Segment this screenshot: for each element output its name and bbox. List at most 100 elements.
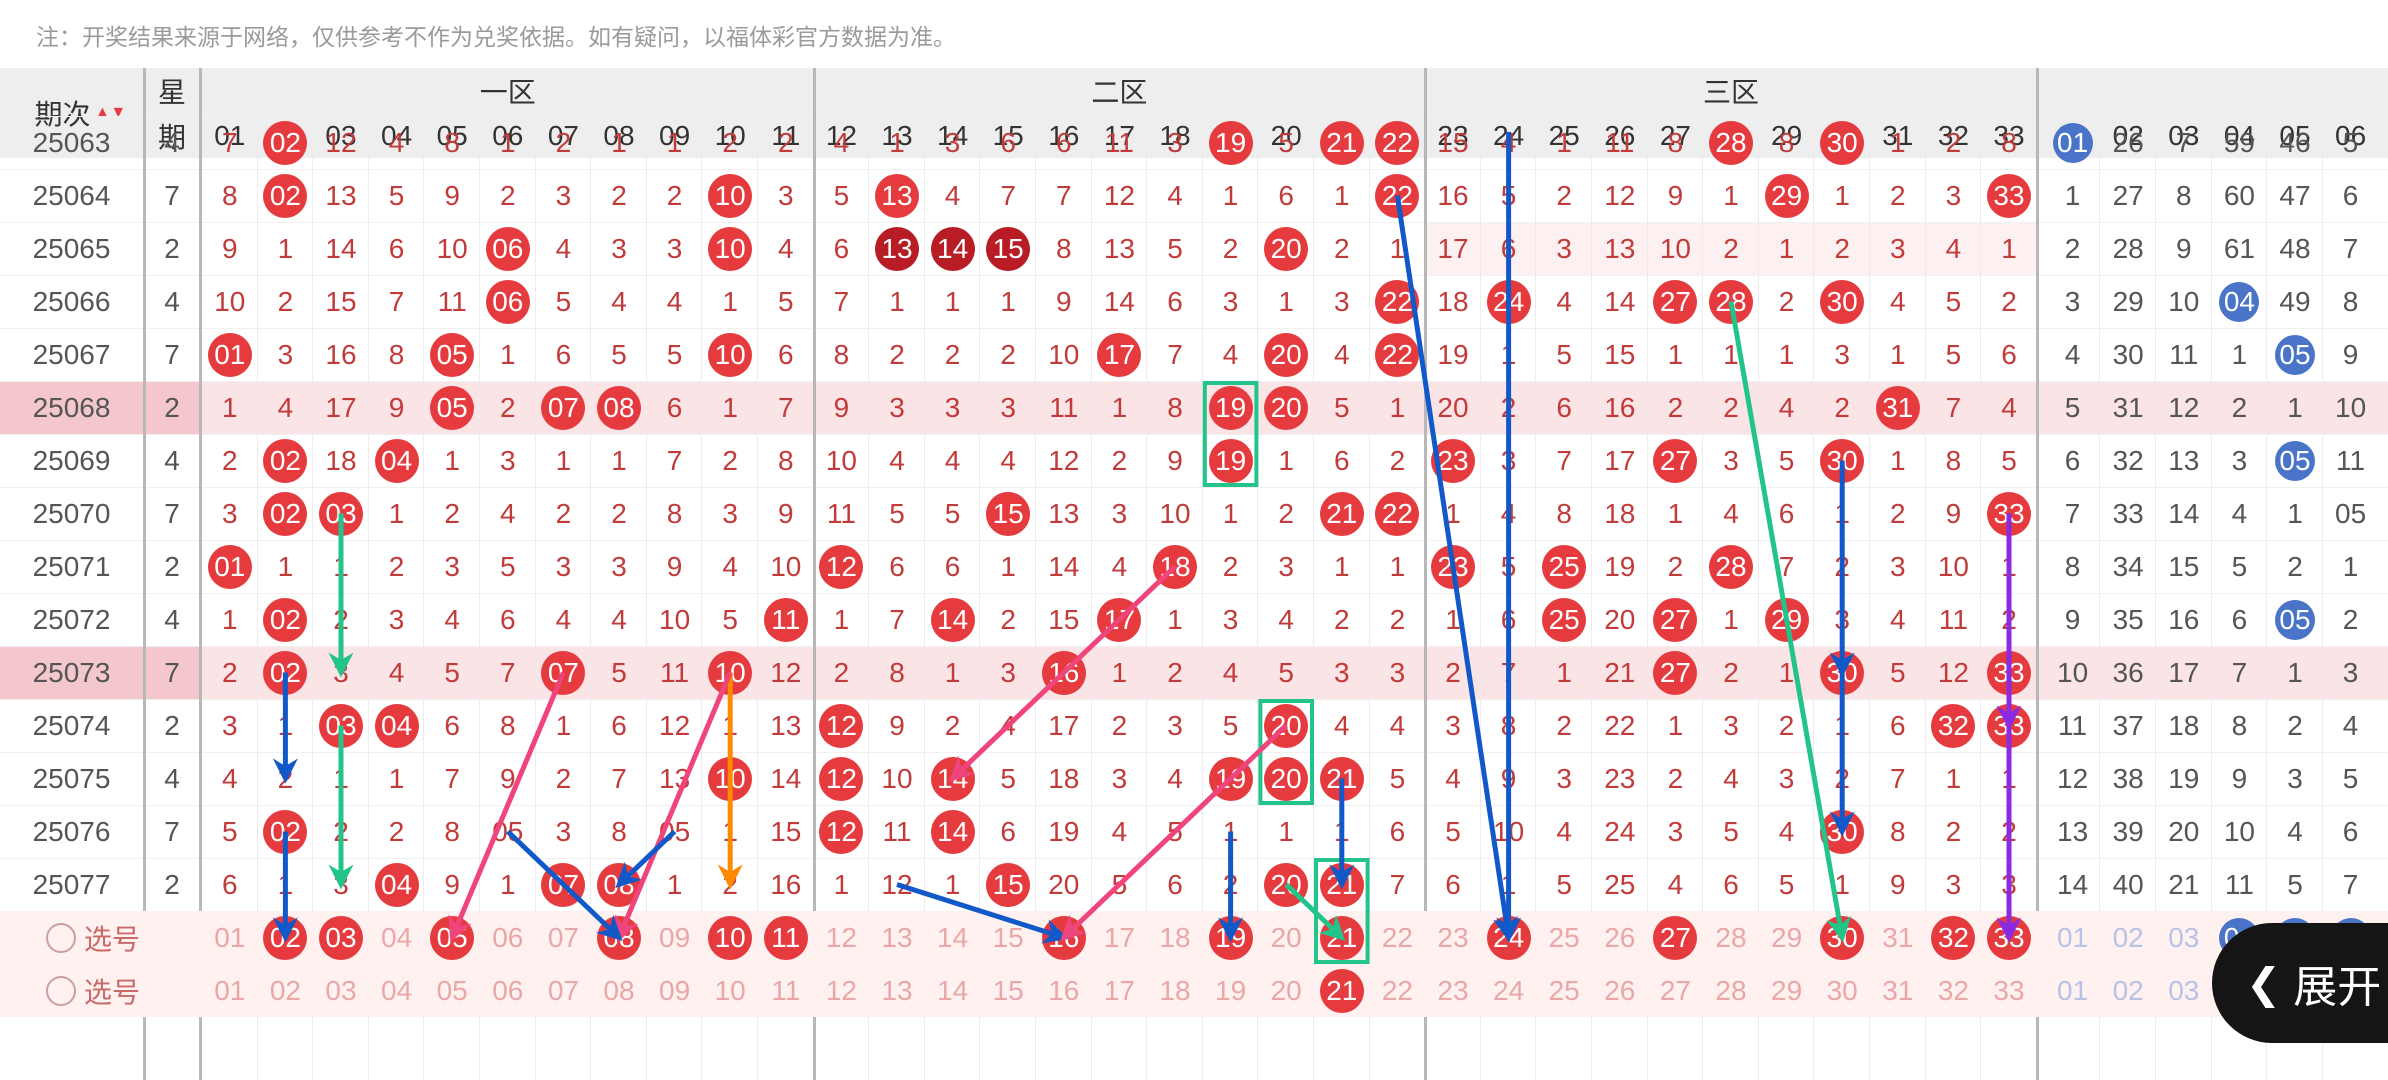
- picker-red-11[interactable]: 11: [758, 911, 814, 964]
- picker-red-28[interactable]: 28: [1715, 921, 1747, 953]
- picker-red-04[interactable]: 04: [381, 974, 413, 1006]
- picker-red-27[interactable]: 27: [1659, 974, 1691, 1006]
- picker-red-24[interactable]: 24: [1481, 911, 1537, 964]
- picker-red-11[interactable]: 11: [771, 974, 801, 1006]
- picker-red-33[interactable]: 33: [1993, 974, 2025, 1006]
- omission-value: 1: [833, 868, 850, 900]
- omission-value: 3: [611, 232, 627, 264]
- picker-radio[interactable]: [46, 976, 76, 1006]
- picker-red-05[interactable]: 05: [424, 911, 480, 964]
- picker-blue-02[interactable]: 02: [2112, 974, 2144, 1006]
- picker-red-06[interactable]: 06: [492, 974, 524, 1006]
- picker-red-21[interactable]: 21: [1314, 911, 1370, 964]
- picker-red-22[interactable]: 22: [1381, 974, 1413, 1006]
- red-cell: 7: [369, 275, 425, 328]
- picker-blue-03[interactable]: 03: [2168, 921, 2200, 953]
- picker-red-18[interactable]: 18: [1159, 974, 1191, 1006]
- picker-red-30[interactable]: 30: [1826, 974, 1858, 1006]
- picker-blue-01[interactable]: 01: [2057, 974, 2089, 1006]
- picker-blue-01[interactable]: 01: [2057, 921, 2089, 953]
- picker-red-04[interactable]: 04: [381, 921, 413, 953]
- picker-red-22[interactable]: 22: [1381, 921, 1413, 953]
- omission-value: 18: [1048, 762, 1080, 794]
- expand-button[interactable]: ❮ 展开: [2212, 923, 2388, 1043]
- picker-red-25[interactable]: 25: [1548, 974, 1580, 1006]
- picker-red-15[interactable]: 15: [992, 974, 1024, 1006]
- picker-red-13[interactable]: 13: [881, 974, 913, 1006]
- row-divider: [0, 116, 2388, 117]
- omission-value: 10: [2168, 285, 2200, 317]
- picker-red-32[interactable]: 32: [1937, 974, 1969, 1006]
- omission-value: 2: [2001, 603, 2017, 635]
- picker-blue-03[interactable]: 03: [2168, 974, 2200, 1006]
- blue-ball: 05: [2274, 440, 2315, 481]
- picker-radio[interactable]: [46, 923, 76, 953]
- picker-red-10[interactable]: 10: [702, 911, 758, 964]
- picker-red-19[interactable]: 19: [1215, 974, 1247, 1006]
- omission-value: 22: [1604, 709, 1636, 741]
- picker-red-09[interactable]: 09: [659, 921, 691, 953]
- picker-red-09[interactable]: 09: [659, 974, 691, 1006]
- picker-red-31[interactable]: 31: [1882, 974, 1914, 1006]
- picker-red-23[interactable]: 23: [1437, 921, 1469, 953]
- picker-red-06[interactable]: 06: [492, 921, 524, 953]
- red-cell: 2: [925, 699, 981, 752]
- picker-red-07[interactable]: 07: [547, 974, 579, 1006]
- issue-column-header[interactable]: 期次 ▲▼: [0, 68, 143, 158]
- red-ball: 30: [1820, 650, 1865, 695]
- picker-red-01[interactable]: 01: [214, 974, 246, 1006]
- picker-red-01[interactable]: 01: [214, 921, 246, 953]
- picker-red-28[interactable]: 28: [1715, 974, 1747, 1006]
- picker-red-13[interactable]: 13: [881, 921, 913, 953]
- omission-value: 1: [1334, 815, 1350, 847]
- red-cell: 4: [1425, 752, 1481, 805]
- picker-red-19[interactable]: 19: [1203, 911, 1259, 964]
- picker-red-20[interactable]: 20: [1270, 974, 1302, 1006]
- picker-red-17[interactable]: 17: [1103, 974, 1135, 1006]
- picker-red-02[interactable]: 02: [269, 974, 301, 1006]
- picker-red-07[interactable]: 07: [547, 921, 579, 953]
- picker-red-32[interactable]: 32: [1926, 911, 1982, 964]
- picker-red-08[interactable]: 08: [591, 911, 647, 964]
- picker-red-26[interactable]: 26: [1604, 974, 1636, 1006]
- picker-red-30[interactable]: 30: [1814, 911, 1870, 964]
- picker-red-25[interactable]: 25: [1548, 921, 1580, 953]
- picker-red-24[interactable]: 24: [1493, 974, 1525, 1006]
- col-divider: [199, 68, 202, 1080]
- picker-red-27[interactable]: 27: [1648, 911, 1704, 964]
- picker-red-02[interactable]: 02: [258, 911, 314, 964]
- picker-red-16[interactable]: 16: [1036, 911, 1092, 964]
- blue-cell: 26: [2100, 116, 2156, 169]
- picker-red-21[interactable]: 21: [1314, 964, 1370, 1017]
- picker-red-20[interactable]: 20: [1270, 921, 1302, 953]
- picker-red-14[interactable]: 14: [937, 974, 969, 1006]
- picker-red-15[interactable]: 15: [992, 921, 1024, 953]
- picker-red-29[interactable]: 29: [1771, 921, 1803, 953]
- red-cell: 3: [202, 487, 258, 540]
- picker-red-33[interactable]: 33: [1981, 911, 2037, 964]
- omission-value: 2: [1334, 232, 1350, 264]
- omission-value: 13: [1604, 232, 1636, 264]
- picker-red-17[interactable]: 17: [1103, 921, 1135, 953]
- picker-red-03[interactable]: 03: [313, 911, 369, 964]
- picker-red-14[interactable]: 14: [937, 921, 969, 953]
- picker-red-23[interactable]: 23: [1437, 974, 1469, 1006]
- red-cell: 5: [1203, 699, 1259, 752]
- picker-red-08[interactable]: 08: [603, 974, 635, 1006]
- picker-red-03[interactable]: 03: [325, 974, 357, 1006]
- picker-red-12[interactable]: 12: [825, 921, 857, 953]
- picker-blue-02[interactable]: 02: [2112, 921, 2144, 953]
- red-ball: 08: [596, 862, 641, 907]
- picker-red-12[interactable]: 12: [825, 974, 857, 1006]
- picker-red-16[interactable]: 16: [1048, 974, 1080, 1006]
- picker-red-31[interactable]: 31: [1882, 921, 1914, 953]
- blue-cell: 9: [2212, 752, 2268, 805]
- picker-red-26[interactable]: 26: [1604, 921, 1636, 953]
- omission-value: 5: [1778, 868, 1795, 900]
- omission-value: 8: [1890, 815, 1906, 847]
- omission-value: 2: [2287, 550, 2303, 582]
- picker-red-10[interactable]: 10: [714, 974, 746, 1006]
- picker-red-29[interactable]: 29: [1771, 974, 1803, 1006]
- picker-red-05[interactable]: 05: [436, 974, 468, 1006]
- picker-red-18[interactable]: 18: [1159, 921, 1191, 953]
